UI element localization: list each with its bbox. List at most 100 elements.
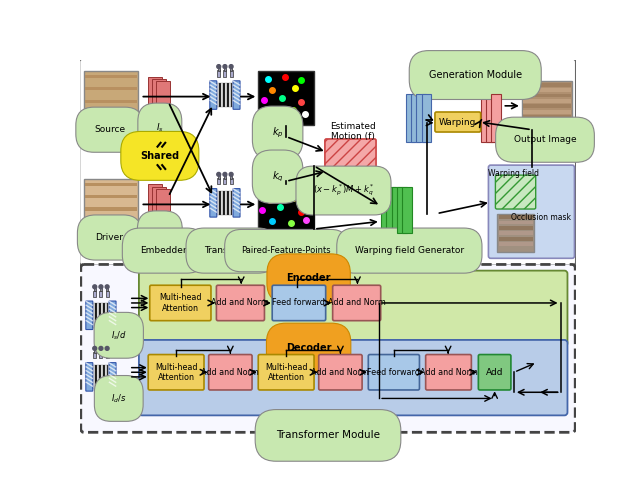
Bar [232,190,234,215]
Bar [524,93,571,97]
FancyBboxPatch shape [139,271,568,346]
Bar [499,242,532,246]
Bar [93,352,96,358]
FancyBboxPatch shape [233,81,240,109]
Bar [497,214,534,252]
Bar [232,83,234,107]
Bar [106,349,108,353]
Bar [524,115,571,119]
Bar [227,83,228,107]
Text: Decoder: Decoder [286,342,332,352]
Bar [218,175,220,179]
FancyBboxPatch shape [209,354,252,390]
FancyBboxPatch shape [478,354,511,390]
Bar [93,303,95,328]
Bar [230,175,232,179]
Bar [85,87,136,90]
FancyBboxPatch shape [368,354,419,390]
Bar [223,83,225,107]
Text: $I_s/d$: $I_s/d$ [111,329,127,341]
Text: Multi-head
Attention: Multi-head Attention [159,293,202,313]
Text: Add and Norm: Add and Norm [312,368,369,377]
Bar [85,100,136,103]
Text: Generation Module: Generation Module [429,70,522,80]
Bar [99,291,102,297]
Bar [524,88,571,92]
Text: $I_s$: $I_s$ [156,121,164,134]
Bar [216,190,218,215]
Text: Add and Norm: Add and Norm [202,368,259,377]
Bar [152,79,166,121]
Bar [499,231,532,235]
Bar [156,81,170,124]
FancyBboxPatch shape [319,354,362,390]
Bar [108,303,110,328]
Bar [223,178,227,184]
Bar [522,81,572,131]
Circle shape [217,65,221,69]
Circle shape [217,172,221,176]
Bar [85,195,136,198]
Bar [230,178,233,184]
Text: Add: Add [486,368,504,377]
Text: $I_d$: $I_d$ [156,229,164,242]
Bar [94,349,95,353]
Bar [422,94,431,142]
Bar [156,189,170,231]
FancyBboxPatch shape [139,340,568,415]
Bar [223,71,227,77]
FancyBboxPatch shape [259,354,314,390]
Bar [228,190,230,215]
Bar [85,183,136,186]
Bar [100,349,102,353]
FancyBboxPatch shape [109,363,116,391]
Text: Transformer Module: Transformer Module [276,430,380,440]
FancyBboxPatch shape [210,189,217,217]
FancyBboxPatch shape [86,301,93,330]
Bar [103,303,105,328]
Text: Driver: Driver [95,233,124,242]
Bar [491,94,501,142]
Bar [499,237,532,241]
Bar [259,183,314,237]
Bar [148,184,162,227]
Bar [228,83,230,107]
Bar [218,83,220,107]
Bar [93,291,96,297]
Bar [524,104,571,108]
Bar [105,365,106,389]
FancyBboxPatch shape [333,285,381,321]
Bar [230,83,232,107]
Bar [524,99,571,103]
Bar [152,187,166,229]
Bar [106,365,108,389]
Bar [106,352,109,358]
Text: $(x-k_p^*)M+k_q^*$: $(x-k_p^*)M+k_q^*$ [312,183,374,198]
Bar [93,365,95,389]
Bar [230,67,232,71]
Bar [85,75,136,78]
Text: Output Image: Output Image [514,135,576,144]
FancyBboxPatch shape [109,301,116,330]
Bar [259,71,314,125]
Bar [106,303,108,328]
Bar [97,303,99,328]
Text: Feed forward: Feed forward [367,368,420,377]
FancyBboxPatch shape [233,189,240,217]
Bar [101,365,103,389]
Text: $k_p$: $k_p$ [272,126,284,140]
Bar [524,110,571,113]
Bar [225,190,227,215]
FancyBboxPatch shape [79,59,576,265]
Bar [85,207,136,211]
Bar [481,94,492,142]
Bar [216,83,218,107]
Circle shape [223,172,227,176]
Text: Add and Norm: Add and Norm [211,299,269,308]
Circle shape [229,172,233,176]
Bar [99,365,101,389]
Bar [220,83,221,107]
Bar [230,71,233,77]
FancyBboxPatch shape [325,139,376,184]
FancyBboxPatch shape [426,354,472,390]
